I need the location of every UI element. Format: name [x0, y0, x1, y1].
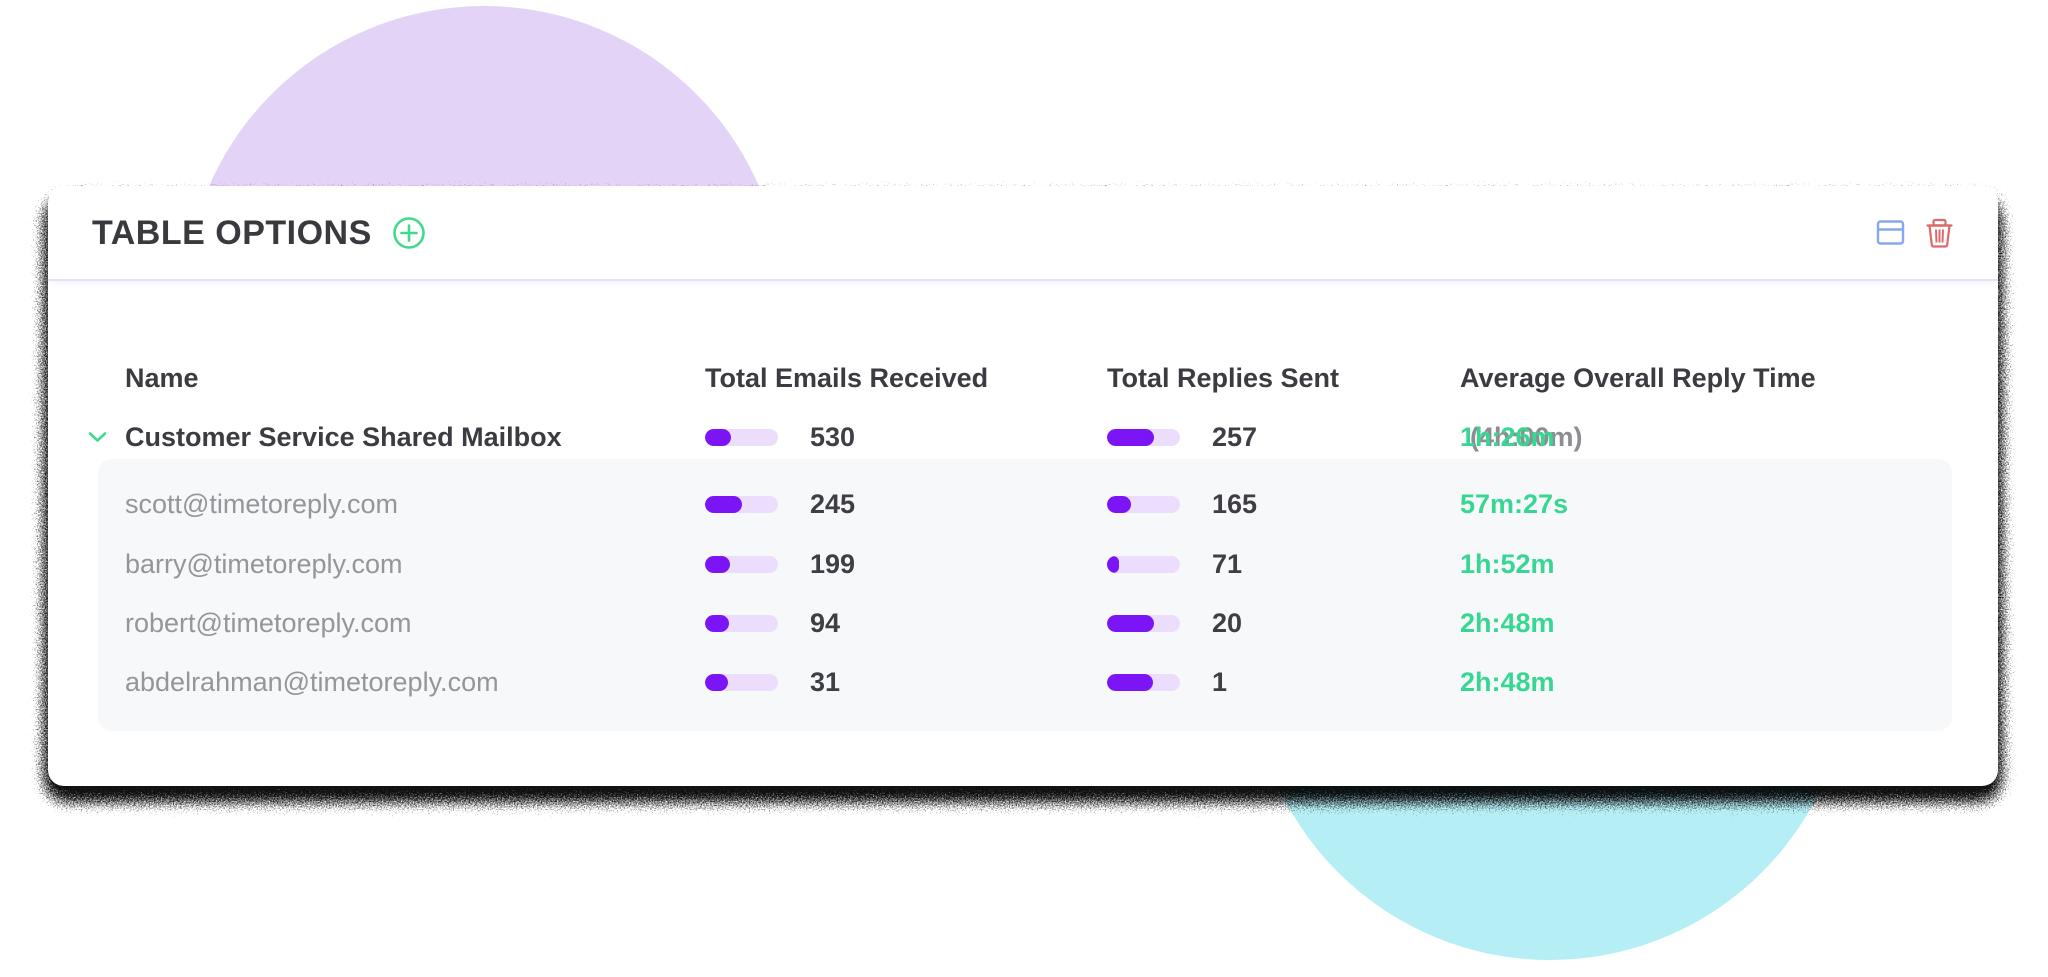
emails-received-bar-fill [705, 496, 742, 513]
header-actions [1876, 218, 1954, 248]
card-header: TABLE OPTIONS [48, 186, 1998, 281]
emails-received-bar [705, 429, 778, 446]
table-view-icon [1876, 220, 1905, 245]
emails-received-value: 199 [810, 549, 856, 579]
emails-received-bar-fill [705, 429, 731, 446]
replies-sent-value: 257 [1212, 422, 1258, 452]
replies-sent-value: 165 [1212, 489, 1258, 519]
emails-received-bar [705, 496, 778, 513]
replies-sent-value: 1 [1212, 667, 1228, 697]
replies-sent-bar [1107, 496, 1180, 513]
trash-icon [1926, 218, 1953, 248]
row-name: Customer Service Shared Mailbox [125, 422, 562, 452]
replies-sent-bar [1107, 429, 1180, 446]
emails-received-value: 245 [810, 489, 856, 519]
table-row[interactable]: abdelrahman@timetoreply.com 31 1 2h:48m [48, 660, 1998, 704]
emails-received-bar-fill [705, 556, 730, 573]
replies-sent-bar-fill [1107, 556, 1120, 573]
table-options-card: TABLE OPTIONS [48, 186, 1998, 786]
row-name: barry@timetoreply.com [125, 549, 403, 579]
reply-time-value: 57m:27s [1460, 489, 1569, 519]
emails-received-value: 530 [810, 422, 856, 452]
emails-received-bar [705, 674, 778, 691]
row-name: abdelrahman@timetoreply.com [125, 667, 499, 697]
table-row-group[interactable]: Customer Service Shared Mailbox 530 257 … [48, 415, 1998, 459]
emails-received-bar-fill [705, 674, 729, 691]
replies-sent-bar-fill [1107, 429, 1154, 446]
plus-circle-icon [392, 216, 425, 249]
column-header-average-overall-reply-time: Average Overall Reply Time [1460, 363, 1816, 393]
page-title: TABLE OPTIONS [92, 213, 372, 252]
reply-time-value: 1h:26m (4h:00m) [1460, 415, 1583, 459]
chevron-down-icon[interactable] [88, 415, 107, 459]
column-header-total-replies-sent: Total Replies Sent [1107, 363, 1340, 393]
table-view-button[interactable] [1876, 218, 1905, 247]
column-header-total-emails-received: Total Emails Received [705, 363, 989, 393]
replies-sent-bar-fill [1107, 615, 1154, 632]
emails-received-bar-fill [705, 615, 730, 632]
emails-received-bar [705, 556, 778, 573]
replies-sent-bar-fill [1107, 674, 1153, 691]
replies-sent-value: 71 [1212, 549, 1243, 579]
row-name: robert@timetoreply.com [125, 608, 412, 638]
row-name: scott@timetoreply.com [125, 489, 398, 519]
emails-received-value: 31 [810, 667, 841, 697]
table-header-row: Name Total Emails Received Total Replies… [48, 356, 1998, 400]
emails-received-bar [705, 615, 778, 632]
reply-time-value: 2h:48m [1460, 667, 1555, 697]
replies-sent-bar [1107, 556, 1180, 573]
delete-button[interactable] [1925, 218, 1954, 248]
emails-received-value: 94 [810, 608, 841, 638]
add-button[interactable] [392, 216, 426, 250]
table-row[interactable]: scott@timetoreply.com 245 165 57m:27s [48, 482, 1998, 526]
reply-time-primary: 1h:26m [1460, 422, 1555, 452]
replies-sent-bar [1107, 674, 1180, 691]
table-row[interactable]: robert@timetoreply.com 94 20 2h:48m [48, 601, 1998, 645]
replies-sent-value: 20 [1212, 608, 1243, 638]
reply-time-value: 2h:48m [1460, 608, 1555, 638]
reply-time-value: 1h:52m [1460, 549, 1555, 579]
replies-sent-bar-fill [1107, 496, 1132, 513]
column-header-name: Name [125, 363, 199, 393]
replies-sent-bar [1107, 615, 1180, 632]
table-row[interactable]: barry@timetoreply.com 199 71 1h:52m [48, 542, 1998, 586]
